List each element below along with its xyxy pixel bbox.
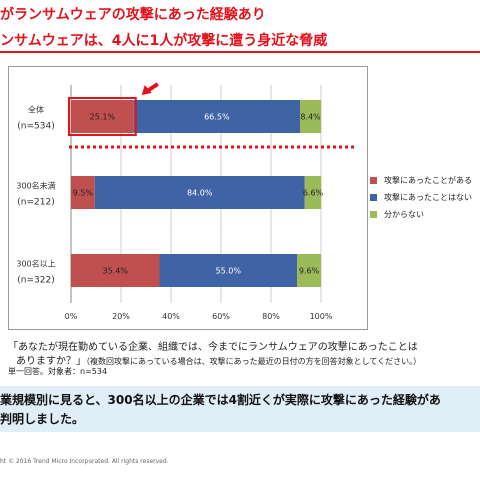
bar-segment (304, 176, 322, 209)
data-label: 9.5% (73, 189, 94, 198)
pointer-arrow-head (141, 85, 152, 95)
data-label: 9.6% (299, 267, 320, 276)
question-end: ありますか？」 (16, 356, 86, 367)
data-label: 25.1% (90, 113, 116, 122)
summary-line1: 業規模別に見ると、300名以上の企業では4割近くが実際に攻撃にあった経験があ (0, 393, 441, 407)
survey-meta: 単一回答。対象者：n=534 (8, 367, 108, 376)
bar-segment (159, 254, 297, 287)
data-label: 66.5% (204, 113, 230, 122)
legend-label: 攻撃にあったことがある (384, 176, 472, 185)
x-tick-label: 40% (162, 312, 180, 321)
summary-box: 業規模別に見ると、300名以上の企業では4割近くが実際に攻撃にあった経験があ 判… (0, 386, 480, 432)
survey-question: 「あなたが現在勤めている企業、組織では、今までにランサムウェアの攻撃にあったこと… (8, 342, 418, 353)
data-label: 84.0% (187, 189, 213, 198)
bar-segment (297, 254, 321, 287)
highlight-box (68, 97, 137, 136)
summary-line2: 判明しました。 (0, 412, 85, 426)
legend-label: 攻撃にあったことはない (384, 193, 472, 202)
slide-title-line1: がランサムウェアの攻撃にあった経験あり (0, 7, 266, 23)
bar-segment (71, 100, 134, 133)
data-label: 55.0% (216, 267, 242, 276)
data-label: 35.4% (103, 267, 129, 276)
x-tick-label: 60% (212, 312, 230, 321)
chart-frame: 0% 20% 40% 60% 80% 100% 全体 (n=534) 300名未満 (n=212)… (8, 66, 368, 330)
slide-title-line2: ンサムウェアは、4人に1人が攻撃に遭う身近な脅威 (0, 33, 328, 49)
category-n-label: (n=212) (17, 198, 54, 208)
bar-segment (71, 176, 95, 209)
bar-segment (300, 100, 321, 133)
answer-note: （複数回攻撃にあっている場合は、攻撃にあった最近の日付の方を回答対象としてくださ… (86, 357, 422, 366)
x-tick-label: 0% (65, 312, 78, 321)
legend-swatch-red (370, 177, 377, 184)
legend-swatch-blue (370, 194, 377, 201)
title-divider (0, 51, 480, 53)
legend-swatch-green (370, 211, 377, 218)
data-label: 6.6% (303, 189, 324, 198)
x-tick-label: 100% (310, 312, 333, 321)
survey-question-cont: ありますか？」（複数回攻撃にあっている場合は、攻撃にあった最近の日付の方を回答対… (16, 352, 421, 367)
x-tick-label: 80% (262, 312, 280, 321)
bar-segment (71, 254, 160, 287)
category-n-label: (n=322) (17, 276, 54, 286)
copyright-footer: ht © 2016 Trend Micro Incorporated. All … (0, 458, 169, 465)
x-tick-label: 20% (112, 312, 130, 321)
category-n-label: (n=534) (17, 122, 54, 132)
category-label: 300名未満 (16, 181, 55, 191)
bar-segment (94, 176, 305, 209)
category-label: 300名以上 (16, 259, 55, 269)
stacked-bar-chart: 0% 20% 40% 60% 80% 100% 全体 (n=534) 300名未満 (n=212)… (16, 82, 355, 321)
data-label: 8.4% (300, 113, 321, 122)
legend-label: 分からない (384, 210, 424, 219)
category-label: 全体 (28, 105, 44, 115)
bar-segment (133, 100, 300, 133)
